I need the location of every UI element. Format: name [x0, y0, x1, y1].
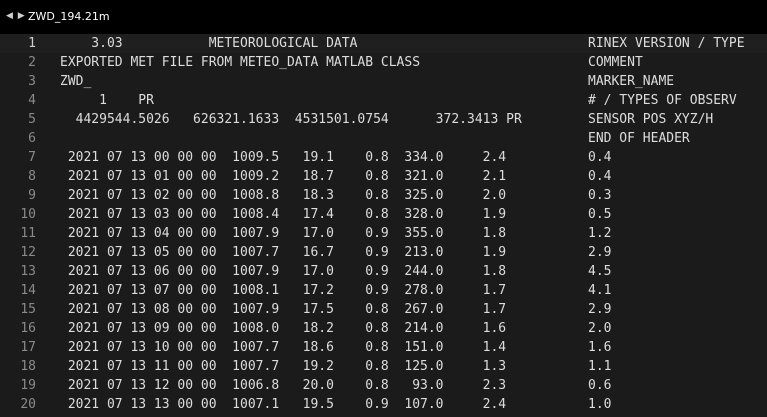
data-value: 0.4 — [588, 169, 612, 184]
editor-line[interactable]: 19 2021 07 13 12 00 00 1006.8 20.0 0.8 9… — [0, 376, 767, 395]
editor-line[interactable]: 6 END OF HEADER — [0, 129, 767, 148]
header-label: RINEX VERSION / TYPE — [588, 36, 745, 51]
line-number-gutter — [0, 34, 58, 417]
line-text: 1 PR — [60, 93, 154, 108]
line-text: 2021 07 13 11 00 00 1007.7 19.2 0.8 125.… — [60, 359, 507, 374]
line-number: 14 — [20, 283, 36, 298]
line-text: 2021 07 13 07 00 00 1008.1 17.2 0.9 278.… — [60, 283, 507, 298]
data-value: 0.6 — [588, 378, 612, 393]
data-value: 0.5 — [588, 207, 612, 222]
editor-line[interactable]: 17 2021 07 13 10 00 00 1007.7 18.6 0.8 1… — [0, 338, 767, 357]
line-number: 7 — [28, 150, 36, 165]
line-number: 5 — [28, 112, 36, 127]
tab-nav-arrows-icon[interactable]: ◀ ▶ — [6, 11, 26, 21]
text-editor[interactable]: 1 3.03 METEOROLOGICAL DATA RINEX VERSION… — [0, 34, 767, 417]
editor-line[interactable]: 10 2021 07 13 03 00 00 1008.4 17.4 0.8 3… — [0, 205, 767, 224]
header-label: END OF HEADER — [588, 131, 690, 146]
line-text: 2021 07 13 09 00 00 1008.0 18.2 0.8 214.… — [60, 321, 507, 336]
line-number: 15 — [20, 302, 36, 317]
line-number: 16 — [20, 321, 36, 336]
line-text: 2021 07 13 05 00 00 1007.7 16.7 0.9 213.… — [60, 245, 507, 260]
line-number: 11 — [20, 226, 36, 241]
data-value: 1.1 — [588, 359, 612, 374]
editor-line[interactable]: 9 2021 07 13 02 00 00 1008.8 18.3 0.8 32… — [0, 186, 767, 205]
data-value: 1.0 — [588, 397, 612, 412]
data-value: 2.0 — [588, 321, 612, 336]
line-text: 3.03 METEOROLOGICAL DATA — [60, 36, 358, 51]
data-value: 1.2 — [588, 226, 612, 241]
editor-line[interactable]: 18 2021 07 13 11 00 00 1007.7 19.2 0.8 1… — [0, 357, 767, 376]
data-value: 0.4 — [588, 150, 612, 165]
line-text: 2021 07 13 04 00 00 1007.9 17.0 0.9 355.… — [60, 226, 507, 241]
line-text: 2021 07 13 13 00 00 1007.1 19.5 0.9 107.… — [60, 397, 507, 412]
file-tab[interactable]: ZWD_194.21m — [28, 10, 110, 23]
line-text: 2021 07 13 00 00 00 1009.5 19.1 0.8 334.… — [60, 150, 507, 165]
header-label: COMMENT — [588, 55, 643, 70]
line-text: 2021 07 13 06 00 00 1007.9 17.0 0.9 244.… — [60, 264, 507, 279]
header-label: SENSOR POS XYZ/H — [588, 112, 714, 127]
editor-line[interactable]: 3 ZWD_ MARKER_NAME — [0, 72, 767, 91]
line-number: 3 — [28, 74, 36, 89]
line-text: 2021 07 13 01 00 00 1009.2 18.7 0.8 321.… — [60, 169, 507, 184]
editor-line[interactable]: 13 2021 07 13 06 00 00 1007.9 17.0 0.9 2… — [0, 262, 767, 281]
tab-bar: ◀ ▶ ZWD_194.21m — [0, 0, 767, 34]
line-text: ZWD_ — [60, 74, 92, 89]
line-text: 4429544.5026 626321.1633 4531501.0754 37… — [60, 112, 522, 127]
line-number: 9 — [28, 188, 36, 203]
line-number: 6 — [28, 131, 36, 146]
line-number: 8 — [28, 169, 36, 184]
line-number: 19 — [20, 378, 36, 393]
line-text: 2021 07 13 12 00 00 1006.8 20.0 0.8 93.0… — [60, 378, 507, 393]
line-number: 20 — [20, 397, 36, 412]
line-number: 10 — [20, 207, 36, 222]
line-number: 12 — [20, 245, 36, 260]
editor-line[interactable]: 7 2021 07 13 00 00 00 1009.5 19.1 0.8 33… — [0, 148, 767, 167]
header-label: # / TYPES OF OBSERV — [588, 93, 737, 108]
line-text: 2021 07 13 03 00 00 1008.4 17.4 0.8 328.… — [60, 207, 507, 222]
line-number: 1 — [28, 36, 36, 51]
editor-line[interactable]: 1 3.03 METEOROLOGICAL DATA RINEX VERSION… — [0, 34, 767, 53]
editor-line[interactable]: 16 2021 07 13 09 00 00 1008.0 18.2 0.8 2… — [0, 319, 767, 338]
line-number: 17 — [20, 340, 36, 355]
line-text: 2021 07 13 10 00 00 1007.7 18.6 0.8 151.… — [60, 340, 507, 355]
data-value: 1.6 — [588, 340, 612, 355]
line-text: 2021 07 13 02 00 00 1008.8 18.3 0.8 325.… — [60, 188, 507, 203]
line-text: 2021 07 13 08 00 00 1007.9 17.5 0.8 267.… — [60, 302, 507, 317]
data-value: 0.3 — [588, 188, 612, 203]
editor-line[interactable]: 15 2021 07 13 08 00 00 1007.9 17.5 0.8 2… — [0, 300, 767, 319]
line-number: 2 — [28, 55, 36, 70]
editor-line[interactable]: 11 2021 07 13 04 00 00 1007.9 17.0 0.9 3… — [0, 224, 767, 243]
editor-line[interactable]: 12 2021 07 13 05 00 00 1007.7 16.7 0.9 2… — [0, 243, 767, 262]
line-number: 18 — [20, 359, 36, 374]
data-value: 2.9 — [588, 302, 612, 317]
line-text: EXPORTED MET FILE FROM METEO_DATA MATLAB… — [60, 55, 421, 70]
editor-line[interactable]: 8 2021 07 13 01 00 00 1009.2 18.7 0.8 32… — [0, 167, 767, 186]
editor-line[interactable]: 4 1 PR # / TYPES OF OBSERV — [0, 91, 767, 110]
editor-line[interactable]: 20 2021 07 13 13 00 00 1007.1 19.5 0.9 1… — [0, 395, 767, 414]
data-value: 4.5 — [588, 264, 612, 279]
header-label: MARKER_NAME — [588, 74, 675, 89]
editor-line[interactable]: 2 EXPORTED MET FILE FROM METEO_DATA MATL… — [0, 53, 767, 72]
line-number: 13 — [20, 264, 36, 279]
data-value: 4.1 — [588, 283, 612, 298]
line-number: 4 — [28, 93, 36, 108]
data-value: 2.9 — [588, 245, 612, 260]
editor-line[interactable]: 14 2021 07 13 07 00 00 1008.1 17.2 0.9 2… — [0, 281, 767, 300]
editor-line[interactable]: 5 4429544.5026 626321.1633 4531501.0754 … — [0, 110, 767, 129]
